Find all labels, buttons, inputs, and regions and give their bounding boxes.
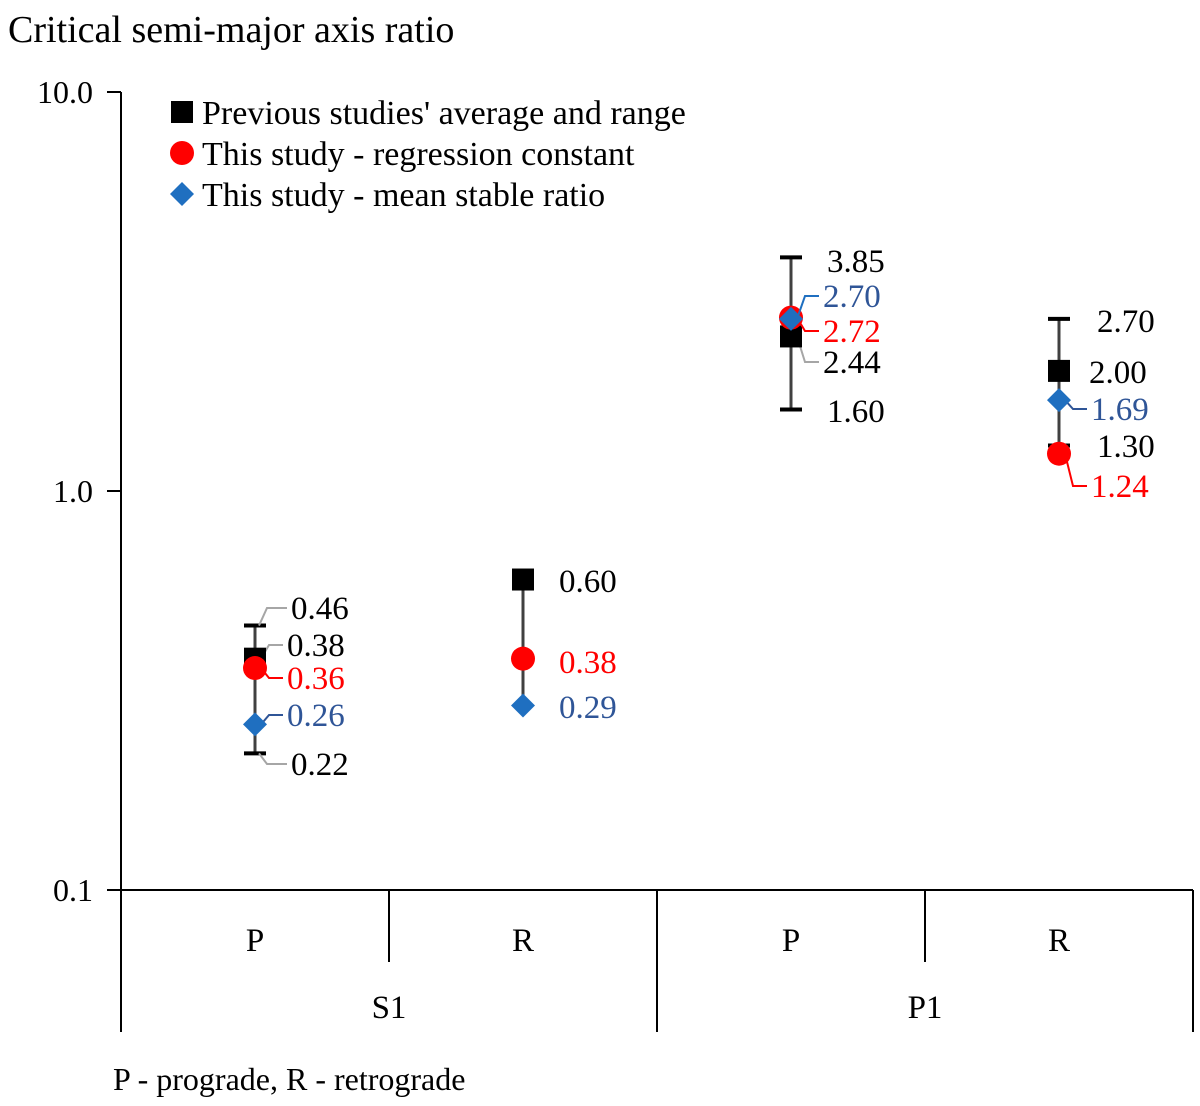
chart-title: Critical semi-major axis ratio [8,9,454,51]
range-min-label: 0.22 [291,747,349,783]
legend: Previous studies' average and range This … [170,95,686,214]
label-leader [258,607,287,626]
label-leader [796,295,819,320]
x-group-label: S1 [372,990,407,1026]
footnote: P - prograde, R - retrograde [113,1061,465,1097]
data-label: 2.72 [823,314,881,350]
data-label: 0.38 [287,628,345,664]
data-point-square [1048,359,1070,382]
x-category-label: R [512,923,534,959]
label-leader [258,752,287,765]
x-category-label: R [1048,923,1070,959]
range-min-label: 1.30 [1097,429,1155,465]
data-label: 1.69 [1091,392,1149,428]
range-max-label: 0.46 [291,591,349,627]
data-label: 0.36 [287,661,345,697]
legend-label: This study - regression constant [202,136,635,173]
marks: 0.221.601.300.463.852.700.380.602.44 2.00… [243,244,1155,783]
label-leader [1064,453,1087,487]
legend-marker-square [171,101,193,123]
data-point-diamond [511,693,535,718]
data-point-diamond [1047,388,1071,413]
data-label: 2.70 [823,279,881,315]
x-category-label: P [782,923,800,959]
y-tick-label: 1.0 [53,473,93,509]
axes: 10.0 1.0 0.1 P R S1 P R P1 [37,74,1194,1032]
y-tick-label: 10.0 [37,74,93,110]
x-group-label: P1 [908,990,943,1026]
data-point-circle [243,656,267,681]
data-label: 2.00 [1089,355,1147,391]
data-label: 2.44 [823,345,881,381]
x-category-label: P [246,923,264,959]
y-tick-label: 0.1 [53,872,93,908]
data-point-circle [511,646,535,671]
range-max-label: 3.85 [827,244,885,280]
legend-marker-diamond [170,182,194,206]
range-max-label: 2.70 [1097,304,1155,340]
data-point-diamond [243,712,267,737]
data-point-square [512,568,534,591]
legend-label: This study - mean stable ratio [202,177,605,214]
legend-marker-circle [170,141,194,165]
data-point-circle [1047,441,1071,466]
range-min-label: 1.60 [827,394,885,430]
data-label: 1.24 [1091,469,1149,505]
data-label: 0.26 [287,698,345,734]
data-label: 0.60 [559,564,617,600]
data-label: 0.38 [559,645,617,681]
legend-label: Previous studies' average and range [202,95,686,132]
data-point-diamond [779,306,803,331]
data-label: 0.29 [559,690,617,726]
data-point-square [780,325,802,348]
